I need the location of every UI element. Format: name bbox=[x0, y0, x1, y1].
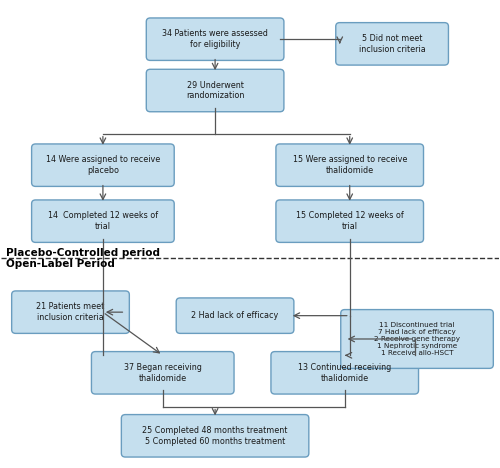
FancyBboxPatch shape bbox=[12, 291, 130, 333]
Text: 14 Were assigned to receive
placebo: 14 Were assigned to receive placebo bbox=[46, 155, 160, 175]
Text: 5 Did not meet
inclusion criteria: 5 Did not meet inclusion criteria bbox=[358, 34, 426, 53]
FancyBboxPatch shape bbox=[92, 351, 234, 394]
FancyBboxPatch shape bbox=[32, 200, 174, 242]
Text: 13 Continued receiving
thalidomide: 13 Continued receiving thalidomide bbox=[298, 363, 392, 382]
Text: 15 Were assigned to receive
thalidomide: 15 Were assigned to receive thalidomide bbox=[292, 155, 407, 175]
FancyBboxPatch shape bbox=[271, 351, 418, 394]
Text: 34 Patients were assessed
for eligibility: 34 Patients were assessed for eligibilit… bbox=[162, 29, 268, 49]
Text: 25 Completed 48 months treatment
5 Completed 60 months treatment: 25 Completed 48 months treatment 5 Compl… bbox=[142, 426, 288, 446]
Text: 14  Completed 12 weeks of
trial: 14 Completed 12 weeks of trial bbox=[48, 212, 158, 231]
Text: 15 Completed 12 weeks of
trial: 15 Completed 12 weeks of trial bbox=[296, 212, 404, 231]
Text: 2 Had lack of efficacy: 2 Had lack of efficacy bbox=[192, 311, 278, 320]
FancyBboxPatch shape bbox=[176, 298, 294, 333]
FancyBboxPatch shape bbox=[32, 144, 174, 186]
Text: 11 Discontinued trial
7 Had lack of efficacy
2 Receive gene therapy
1 Nephrotic : 11 Discontinued trial 7 Had lack of effi… bbox=[374, 322, 460, 356]
FancyBboxPatch shape bbox=[276, 144, 424, 186]
FancyBboxPatch shape bbox=[276, 200, 424, 242]
FancyBboxPatch shape bbox=[146, 18, 284, 60]
Text: Placebo-Controlled period: Placebo-Controlled period bbox=[6, 248, 160, 258]
Text: 29 Underwent
randomization: 29 Underwent randomization bbox=[186, 81, 244, 100]
FancyBboxPatch shape bbox=[336, 22, 448, 65]
FancyBboxPatch shape bbox=[340, 310, 494, 368]
Text: Open-Label Period: Open-Label Period bbox=[6, 259, 114, 269]
Text: 21 Patients meet
inclusion criteria: 21 Patients meet inclusion criteria bbox=[36, 302, 104, 322]
Text: 37 Began receiving
thalidomide: 37 Began receiving thalidomide bbox=[124, 363, 202, 382]
FancyBboxPatch shape bbox=[122, 415, 309, 457]
FancyBboxPatch shape bbox=[146, 69, 284, 112]
